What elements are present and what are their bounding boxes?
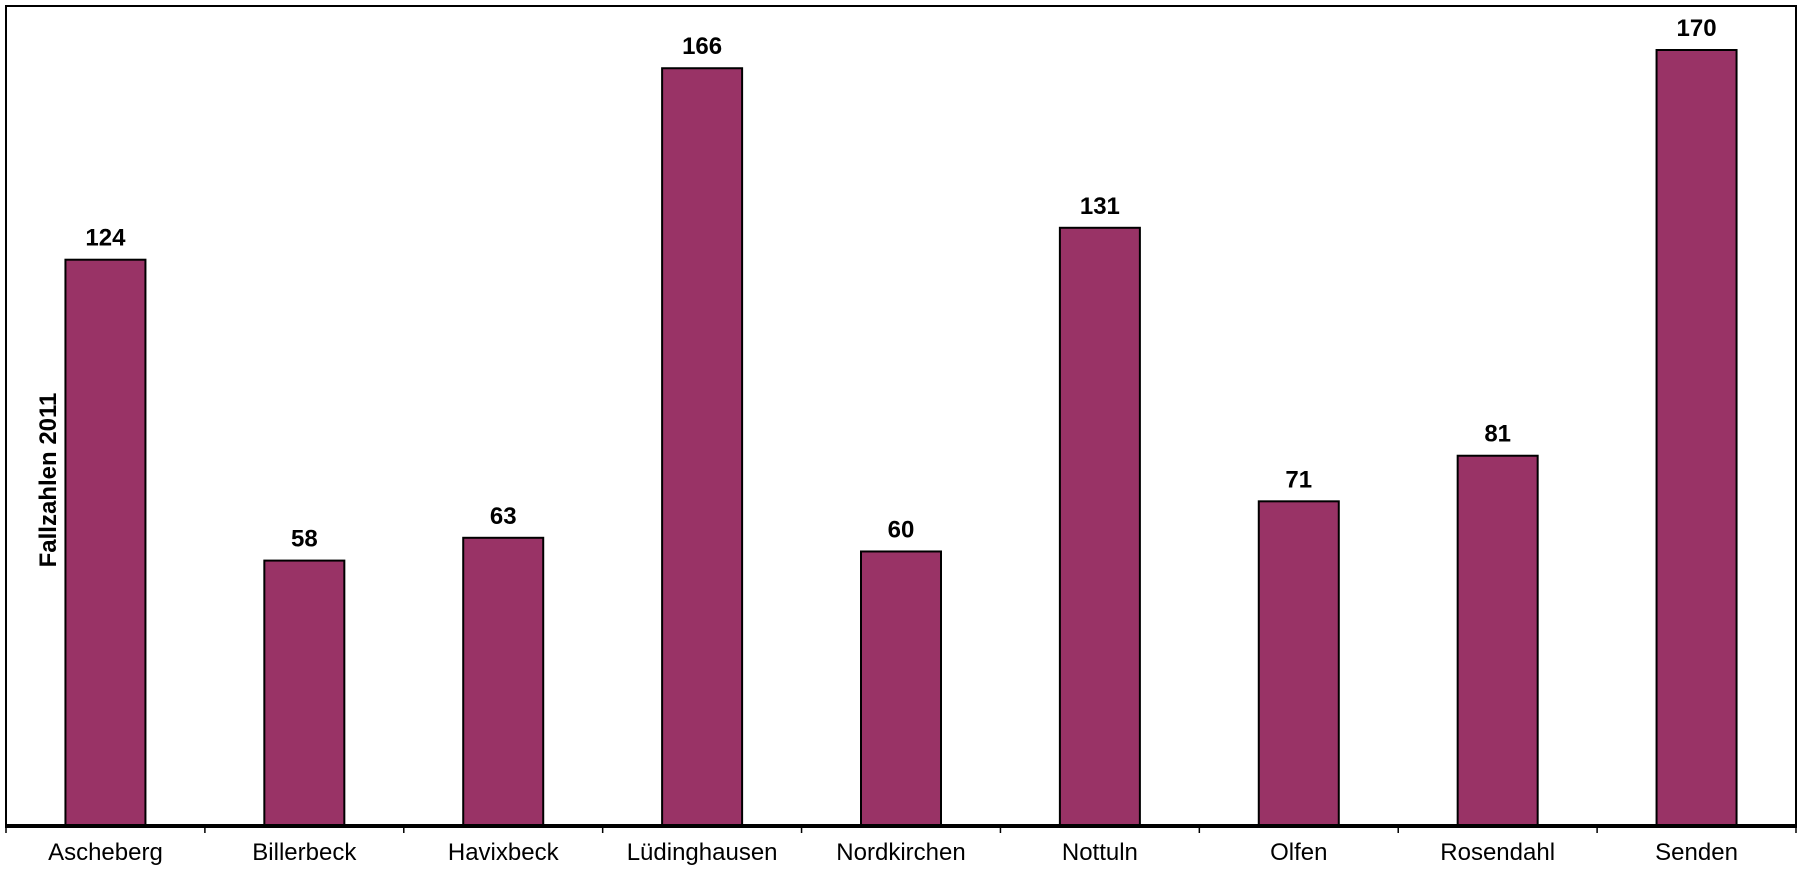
x-tick-label: Ascheberg xyxy=(48,839,163,866)
bar-olfen xyxy=(1257,500,1340,826)
value-label: 170 xyxy=(1677,15,1717,42)
value-label: 131 xyxy=(1080,193,1120,220)
bar-nottuln xyxy=(1058,226,1141,826)
value-label: 71 xyxy=(1285,466,1312,493)
bar-havixbeck xyxy=(462,536,545,826)
x-tick-label: Rosendahl xyxy=(1440,839,1555,866)
value-label: 63 xyxy=(490,503,517,530)
y-axis-label: Fallzahlen 2011 xyxy=(35,393,62,568)
bar-ascheberg xyxy=(64,258,147,826)
bars-layer xyxy=(64,49,1738,827)
x-tick-label: Nordkirchen xyxy=(836,839,965,866)
x-ticks-layer xyxy=(5,825,1797,833)
value-label: 81 xyxy=(1484,421,1511,448)
bar-lüdinghausen xyxy=(661,67,744,826)
value-label: 58 xyxy=(291,526,318,553)
bar-rosendahl xyxy=(1456,454,1539,826)
x-tick-label: Havixbeck xyxy=(448,839,560,866)
value-labels-layer: 124 58 63 166 60 131 71 81 170 xyxy=(85,15,1716,553)
x-tick-label: Lüdinghausen xyxy=(627,839,778,866)
bar-nordkirchen xyxy=(860,550,942,826)
bar-senden xyxy=(1655,49,1738,826)
value-label: 60 xyxy=(888,516,915,543)
x-tick-label: Billerbeck xyxy=(252,839,357,866)
value-label: 166 xyxy=(682,33,722,60)
x-tick-label: Olfen xyxy=(1270,839,1327,866)
bar-billerbeck xyxy=(263,559,346,827)
x-tick-labels-layer: Ascheberg Billerbeck Havixbeck Lüdinghausen… xyxy=(48,839,1738,866)
x-tick-label: Nottuln xyxy=(1062,839,1138,866)
value-label: 124 xyxy=(85,225,126,252)
x-tick-label: Senden xyxy=(1655,839,1738,866)
